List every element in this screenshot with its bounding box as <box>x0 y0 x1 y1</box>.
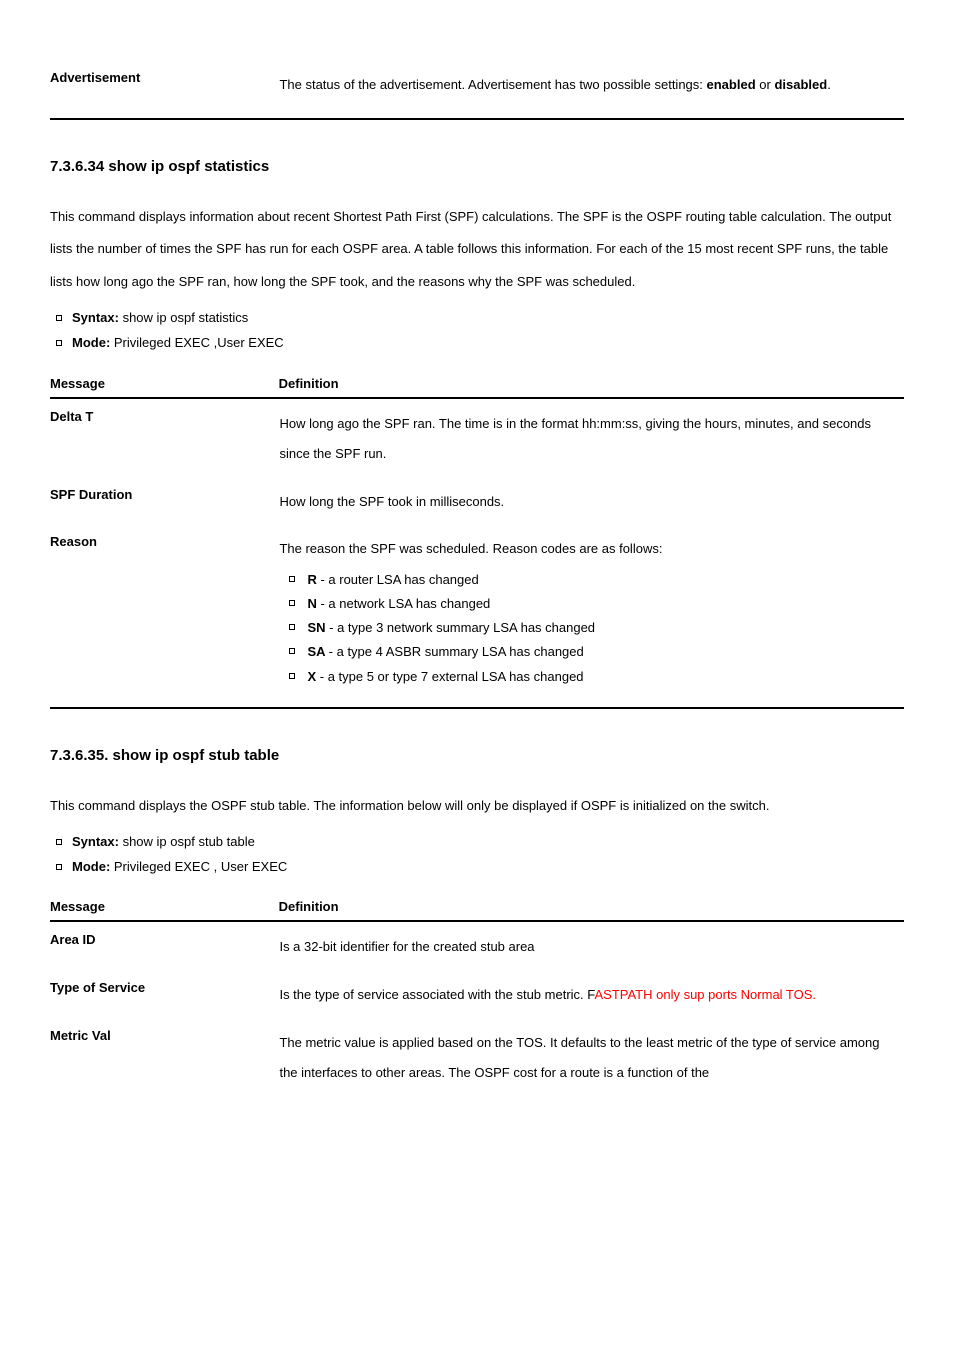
areaid-desc: Is a 32-bit identifier for the created s… <box>279 932 879 962</box>
tos-desc-pre: Is the type of service associated with t… <box>279 987 594 1002</box>
advertisement-desc-pre: The status of the advertisement. Adverti… <box>279 77 706 92</box>
sec1-para: This command displays information about … <box>50 201 904 299</box>
list-item: Mode: Privileged EXEC ,User EXEC <box>50 331 904 356</box>
tos-desc: Is the type of service associated with t… <box>279 980 879 1010</box>
reason-code: X <box>307 669 319 684</box>
advertisement-label: Advertisement <box>50 70 275 85</box>
reason-text: - a network LSA has changed <box>320 596 490 611</box>
divider <box>50 920 904 922</box>
sec1-meta-list: Syntax: show ip ospf statistics Mode: Pr… <box>50 306 904 355</box>
meta-key: Mode: <box>72 335 114 350</box>
list-item: Syntax: show ip ospf stub table <box>50 830 904 855</box>
sec1-heading: 7.3.6.34 show ip ospf statistics <box>50 158 904 175</box>
reason-text: - a type 3 network summary LSA has chang… <box>329 620 595 635</box>
deltat-desc: How long ago the SPF ran. The time is in… <box>279 409 879 469</box>
sec2-thead: Message Definition <box>50 899 904 914</box>
reason-text: - a type 5 or type 7 external LSA has ch… <box>320 669 584 684</box>
list-item: R - a router LSA has changed <box>279 568 879 592</box>
reason-label: Reason <box>50 534 275 549</box>
divider <box>50 397 904 399</box>
sec1-thead: Message Definition <box>50 376 904 391</box>
sec2-heading: 7.3.6.35. show ip ospf stub table <box>50 747 904 764</box>
sec2-meta-list: Syntax: show ip ospf stub table Mode: Pr… <box>50 830 904 879</box>
reason-intro: The reason the SPF was scheduled. Reason… <box>279 541 662 556</box>
th-definition: Definition <box>279 899 339 914</box>
deltat-label: Delta T <box>50 409 275 424</box>
meta-val: Privileged EXEC ,User EXEC <box>114 335 284 350</box>
reason-code: SN <box>307 620 329 635</box>
list-item: N - a network LSA has changed <box>279 592 879 616</box>
advertisement-sep: or <box>756 77 775 92</box>
tos-desc-red: ASTPATH only sup ports Normal TOS. <box>594 987 816 1002</box>
reason-desc: The reason the SPF was scheduled. Reason… <box>279 534 879 688</box>
meta-key: Syntax: <box>72 834 123 849</box>
th-definition: Definition <box>279 376 339 391</box>
meta-val: show ip ospf stub table <box>123 834 255 849</box>
meta-key: Syntax: <box>72 310 123 325</box>
reason-text: - a router LSA has changed <box>320 572 478 587</box>
list-item: Mode: Privileged EXEC , User EXEC <box>50 855 904 880</box>
sec2-para: This command displays the OSPF stub tabl… <box>50 790 904 823</box>
list-item: SN - a type 3 network summary LSA has ch… <box>279 616 879 640</box>
reason-code: N <box>307 596 320 611</box>
th-message: Message <box>50 376 275 391</box>
divider <box>50 707 904 709</box>
advertisement-opt2: disabled <box>774 77 827 92</box>
areaid-label: Area ID <box>50 932 275 947</box>
advertisement-desc: The status of the advertisement. Adverti… <box>279 70 879 100</box>
spfduration-label: SPF Duration <box>50 487 275 502</box>
divider <box>50 118 904 120</box>
meta-val: Privileged EXEC , User EXEC <box>114 859 287 874</box>
reason-code: SA <box>307 644 328 659</box>
tos-label: Type of Service <box>50 980 275 995</box>
reason-list: R - a router LSA has changed N - a netwo… <box>279 568 879 688</box>
list-item: Syntax: show ip ospf statistics <box>50 306 904 331</box>
list-item: X - a type 5 or type 7 external LSA has … <box>279 665 879 689</box>
reason-code: R <box>307 572 320 587</box>
reason-text: - a type 4 ASBR summary LSA has changed <box>329 644 584 659</box>
metric-label: Metric Val <box>50 1028 275 1043</box>
th-message: Message <box>50 899 275 914</box>
list-item: SA - a type 4 ASBR summary LSA has chang… <box>279 640 879 664</box>
meta-key: Mode: <box>72 859 114 874</box>
advertisement-opt1: enabled <box>707 77 756 92</box>
meta-val: show ip ospf statistics <box>123 310 249 325</box>
spfduration-desc: How long the SPF took in milliseconds. <box>279 487 879 517</box>
metric-desc: The metric value is applied based on the… <box>279 1028 879 1088</box>
advertisement-end: . <box>827 77 831 92</box>
